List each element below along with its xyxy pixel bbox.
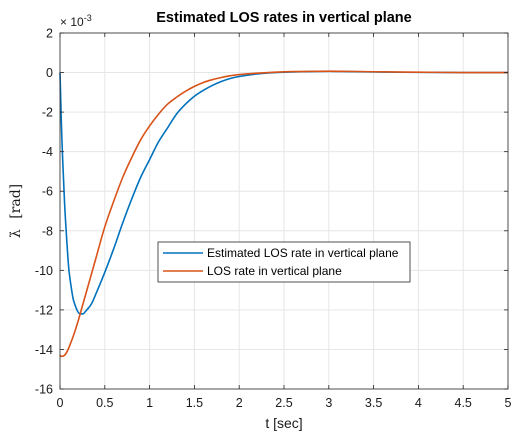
x-tick-label: 0 (57, 396, 64, 410)
x-tick-label: 1 (146, 396, 153, 410)
x-tick-label: 1.5 (186, 396, 203, 410)
y-tick-label: -2 (42, 106, 53, 120)
legend-box (157, 241, 411, 283)
legend-label-actual: LOS rate in vertical plane (207, 264, 342, 278)
legend: Estimated LOS rate in vertical plane LOS… (157, 241, 411, 283)
y-exponent-base: × 10 (60, 15, 84, 29)
y-tick-label: -12 (35, 303, 53, 317)
y-axis-unit: [rad] (8, 184, 24, 219)
y-axis-symbol: λ̇ (8, 229, 24, 238)
svg-text:λ̇ [rad]: λ̇ [rad] (8, 184, 24, 238)
x-tick-label: 4 (415, 396, 422, 410)
y-tick-label: -4 (42, 145, 53, 159)
x-tick-label: 5 (505, 396, 512, 410)
x-tick-label: 3.5 (365, 396, 382, 410)
chart-title: Estimated LOS rates in vertical plane (156, 10, 411, 26)
y-exponent-power: -3 (84, 13, 92, 23)
y-exponent-label: × 10-3 (60, 13, 92, 29)
y-tick-label: -16 (35, 383, 53, 397)
y-tick-label: -6 (42, 185, 53, 199)
x-tick-label: 2 (236, 396, 243, 410)
y-tick-label: -14 (35, 343, 53, 357)
axis-ticks: 0 0.5 1 1.5 2 2.5 3 3.5 4 4.5 5 2 0 -2 -4 -6 -8 -10 -12 -14… (35, 27, 512, 411)
series-line-actual (59, 70, 509, 358)
x-axis-label: t [sec] (265, 415, 302, 431)
y-axis-label: λ̇ [rad] (8, 184, 24, 238)
series-lines (59, 70, 509, 358)
y-tick-label: -10 (35, 264, 53, 278)
x-tick-label: 3 (325, 396, 332, 410)
x-tick-label: 4.5 (455, 396, 472, 410)
y-tick-label: 2 (46, 27, 53, 41)
y-tick-label: -8 (42, 224, 53, 238)
x-tick-label: 0.5 (96, 396, 113, 410)
y-tick-label: 0 (46, 66, 53, 80)
legend-label-estimated: Estimated LOS rate in vertical plane (207, 246, 399, 260)
x-tick-label: 2.5 (275, 396, 292, 410)
